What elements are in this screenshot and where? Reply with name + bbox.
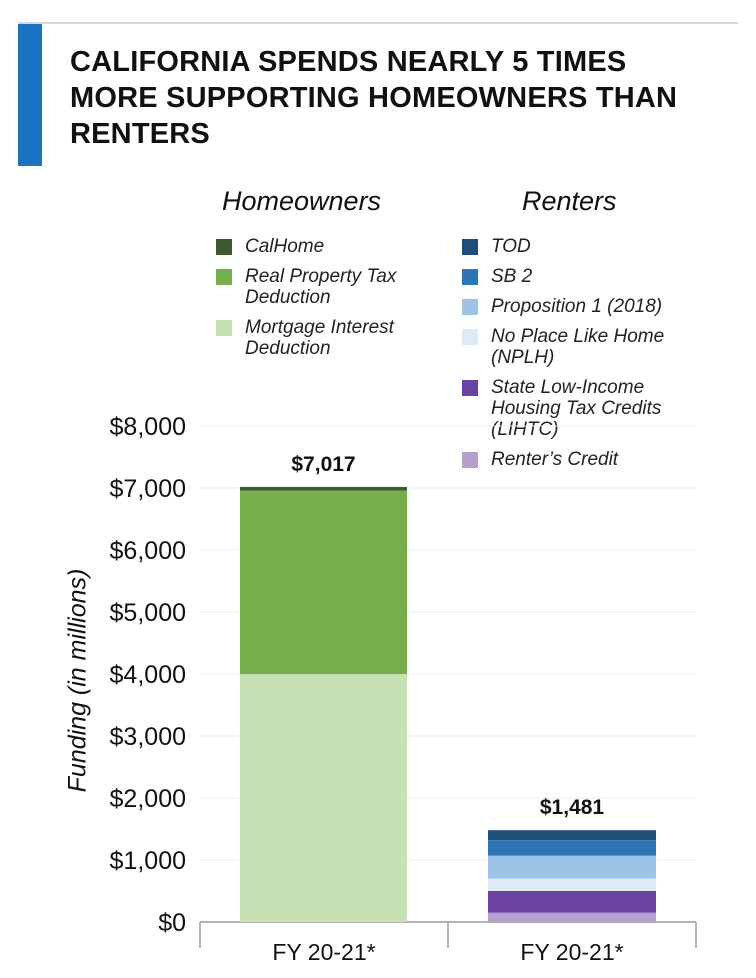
legend-swatch xyxy=(462,239,478,255)
legend-label: Real Property Tax Deduction xyxy=(245,266,397,308)
bar-segment xyxy=(488,878,656,891)
y-tick-label: $2,000 xyxy=(110,785,186,813)
legend-item-proposition-1: Proposition 1 (2018) xyxy=(462,296,692,317)
chart-title: CALIFORNIA SPENDS NEARLY 5 TIMES MORE SU… xyxy=(70,46,678,150)
legend-swatch xyxy=(216,239,232,255)
y-tick-label: $7,000 xyxy=(110,475,186,503)
homeowners-heading: Homeowners xyxy=(222,186,382,216)
legend-item-real-property-tax-deduction: Real Property Tax Deduction xyxy=(216,266,456,308)
legend-label: SB 2 xyxy=(491,266,533,287)
legend-label: Mortgage Interest Deduction xyxy=(245,317,394,359)
legend-swatch xyxy=(216,320,232,336)
y-tick-label: $3,000 xyxy=(110,723,186,751)
y-tick-label: $8,000 xyxy=(110,413,186,441)
legend-label: CalHome xyxy=(245,236,325,257)
legend-label: No Place Like Home (NPLH) xyxy=(491,326,665,368)
legend-item-lihtc: State Low-Income Housing Tax Credits (LI… xyxy=(462,377,692,440)
legend-item-tod: TOD xyxy=(462,236,692,257)
renters-heading: Renters xyxy=(522,186,617,216)
bar-segment xyxy=(488,840,656,856)
y-tick-label: $5,000 xyxy=(110,599,186,627)
legend-item-calhome: CalHome xyxy=(216,236,456,257)
legend-item-mortgage-interest-deduction: Mortgage Interest Deduction xyxy=(216,317,456,359)
bar-segment xyxy=(240,490,407,674)
homeowners-legend: CalHome Real Property Tax Deduction Mort… xyxy=(216,236,456,359)
legend-swatch xyxy=(462,299,478,315)
legend-label: Proposition 1 (2018) xyxy=(491,296,663,317)
bar-total-label: $7,017 xyxy=(291,453,355,476)
bar-segment xyxy=(488,891,656,913)
x-category-label: FY 20-21* xyxy=(520,939,623,965)
y-tick-label: $6,000 xyxy=(110,537,186,565)
bar-segment xyxy=(488,855,656,879)
legend-label: Renter’s Credit xyxy=(491,449,619,470)
y-tick-label: $1,000 xyxy=(110,847,186,875)
top-rule xyxy=(18,22,738,24)
bar-total-label: $1,481 xyxy=(540,796,605,819)
x-category-label: FY 20-21* xyxy=(272,939,375,965)
legend-swatch xyxy=(462,452,478,468)
legend-swatch xyxy=(216,269,232,285)
bar-segment xyxy=(240,674,407,922)
legend-swatch xyxy=(462,380,478,396)
legend-item-renters-credit: Renter’s Credit xyxy=(462,449,692,470)
legend-swatch xyxy=(462,329,478,345)
legend-label: TOD xyxy=(491,236,531,257)
legend-item-nplh: No Place Like Home (NPLH) xyxy=(462,326,692,368)
bar-segment xyxy=(240,486,407,491)
legend-label: State Low-Income Housing Tax Credits (LI… xyxy=(491,377,662,440)
legend-item-sb2: SB 2 xyxy=(462,266,692,287)
bar-segment xyxy=(488,912,656,922)
title-accent-bar xyxy=(18,24,42,166)
bar-segment xyxy=(488,830,656,841)
renters-legend: TOD SB 2 Proposition 1 (2018) No Place L… xyxy=(462,236,692,479)
legend-swatch xyxy=(462,269,478,285)
y-tick-label: $0 xyxy=(158,909,186,937)
y-tick-label: $4,000 xyxy=(110,661,186,689)
